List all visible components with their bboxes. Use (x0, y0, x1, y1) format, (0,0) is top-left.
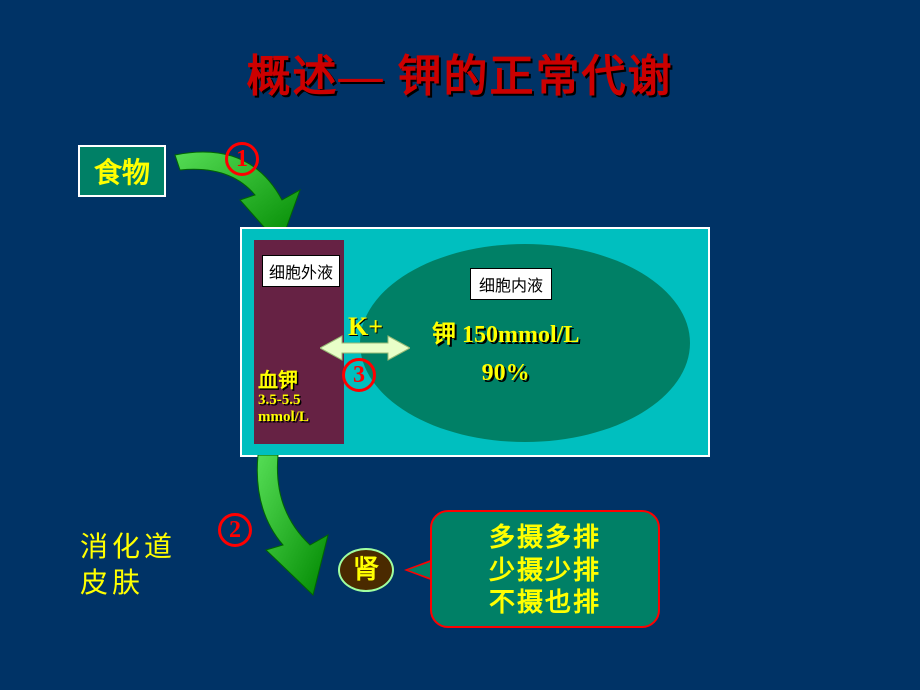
ecf-label: 细胞外液 (262, 255, 340, 287)
icf-line2: 90% (482, 360, 530, 386)
excrete-line2: 皮肤 (80, 568, 144, 599)
blood-potassium: 血钾 3.5-5.5 mmol/L (258, 370, 309, 425)
kidney-node: 肾 (338, 548, 394, 592)
callout-line2: 少摄少排 (489, 556, 601, 585)
icf-label: 细胞内液 (470, 268, 552, 300)
blood-k-range: 3.5-5.5 (258, 392, 309, 409)
callout-line3: 不摄也排 (489, 588, 601, 617)
excrete-line1: 消化道 (80, 532, 176, 563)
exchange-arrow (320, 334, 410, 362)
step-3-marker: 3 (342, 358, 376, 392)
callout-line1: 多摄多排 (489, 523, 601, 552)
icf-line1: 钾 150mmol/L (432, 322, 579, 348)
food-box: 食物 (78, 145, 166, 197)
excretion-routes: 消化道 皮肤 (80, 530, 176, 603)
slide-title: 概述— 钾的正常代谢 (0, 40, 920, 104)
step-1-marker: 1 (225, 142, 259, 176)
kidney-rule-callout: 多摄多排 少摄少排 不摄也排 (430, 510, 660, 628)
blood-k-label: 血钾 (258, 370, 298, 392)
step-2-marker: 2 (218, 513, 252, 547)
blood-k-unit: mmol/L (258, 409, 309, 426)
icf-concentration: 钾 150mmol/L 90% (432, 316, 579, 393)
